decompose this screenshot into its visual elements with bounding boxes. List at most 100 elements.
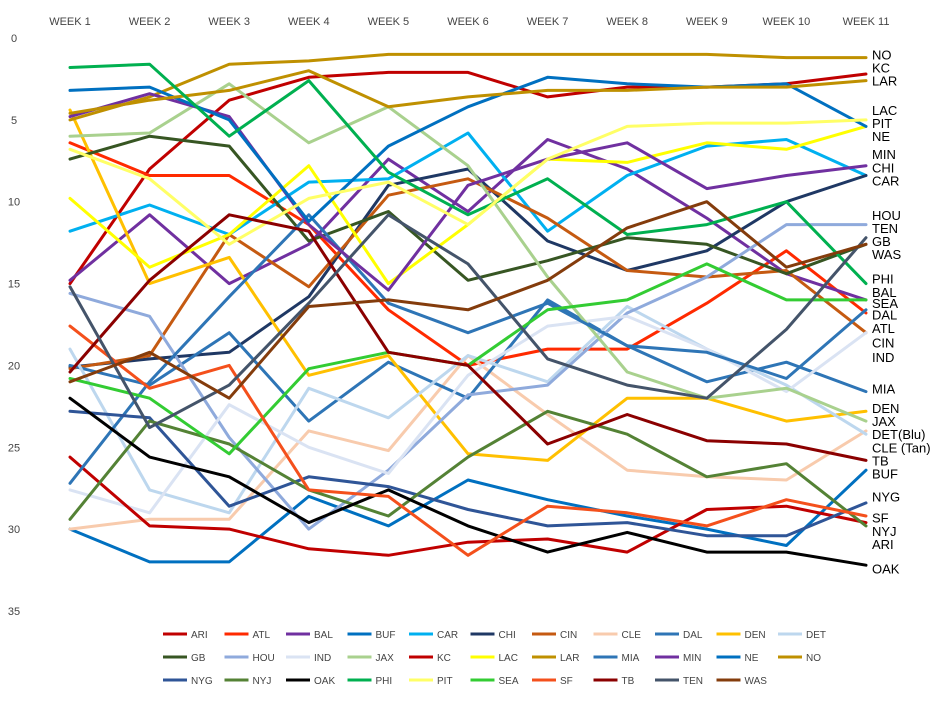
legend-item: SEA (470, 676, 519, 687)
y-tick-label: 10 (8, 197, 20, 209)
series-line-oak (68, 396, 868, 567)
series-line-gb (68, 134, 868, 282)
x-tick-label: WEEK 5 (368, 16, 410, 28)
y-tick-label: 25 (8, 442, 20, 454)
end-label: DET(Blu) (872, 427, 925, 442)
x-tick-label: WEEK 10 (763, 16, 811, 28)
x-tick-label: WEEK 3 (208, 16, 250, 28)
legend-label: CLE (622, 630, 642, 641)
legend-label: TEN (683, 676, 703, 687)
series-line-mia (68, 213, 868, 485)
legend-item: WAS (716, 676, 768, 687)
x-tick-label: WEEK 7 (527, 16, 569, 28)
series-line-dal (68, 298, 868, 423)
legend-label: DAL (683, 630, 703, 641)
series-line-phi (68, 62, 868, 286)
x-tick-label: WEEK 6 (447, 16, 489, 28)
series-line-ten (68, 213, 868, 430)
y-tick-label: 0 (11, 33, 17, 45)
legend-item: BUF (347, 630, 396, 641)
legend-label: OAK (314, 676, 335, 687)
end-label: MIN (872, 147, 896, 162)
series-line-was (68, 200, 868, 400)
legend-label: NYG (191, 676, 213, 687)
y-tick-label: 5 (11, 115, 17, 127)
end-label: LAC (872, 103, 897, 118)
legend-label: MIN (683, 653, 701, 664)
end-label: CLE (Tan) (872, 440, 931, 455)
legend-label: GB (191, 653, 206, 664)
legend-item: JAX (347, 653, 395, 664)
end-label: SEA (872, 296, 898, 311)
legend-label: PHI (376, 676, 393, 687)
series-line-sf (68, 324, 868, 557)
end-label: OAK (872, 561, 900, 576)
series-lines (68, 52, 868, 567)
legend-label: JAX (376, 653, 395, 664)
series-line-bal (68, 138, 868, 302)
end-label: NYJ (872, 524, 897, 539)
end-label: BUF (872, 466, 898, 481)
legend-label: TB (622, 676, 635, 687)
legend: ARI ATL BAL BUF CAR CHI CIN CLE DAL DEN DET GB HOU IN… (163, 630, 826, 687)
legend-label: NYJ (253, 676, 272, 687)
series-line-lar (68, 52, 868, 122)
y-axis-ticks: 0 5 10 15 20 25 30 35 (8, 33, 20, 618)
x-tick-label: WEEK 8 (606, 16, 648, 28)
legend-label: NE (745, 653, 759, 664)
end-label: WAS (872, 247, 901, 262)
legend-label: LAR (560, 653, 579, 664)
legend-item: CIN (532, 630, 577, 641)
end-label: BAL (872, 285, 897, 300)
legend-item: TEN (655, 676, 703, 687)
end-label: KC (872, 60, 890, 75)
series-line-buf (68, 468, 868, 564)
legend-label: IND (314, 653, 331, 664)
series-line-tb (68, 213, 868, 462)
legend-item: CHI (470, 630, 516, 641)
legend-item: KC (409, 653, 451, 664)
legend-item: NYJ (224, 676, 272, 687)
legend-item: TB (593, 676, 635, 687)
legend-label: CAR (437, 630, 458, 641)
legend-label: LAC (499, 653, 518, 664)
end-label: PHI (872, 272, 894, 287)
legend-item: ATL (224, 630, 271, 641)
legend-item: DET (778, 630, 826, 641)
y-tick-label: 20 (8, 360, 20, 372)
x-tick-label: WEEK 9 (686, 16, 728, 28)
legend-label: SF (560, 676, 573, 687)
end-label: SF (872, 511, 889, 526)
legend-label: KC (437, 653, 451, 664)
legend-label: BAL (314, 630, 333, 641)
legend-item: HOU (224, 653, 275, 664)
end-label: NO (872, 47, 892, 62)
legend-item: MIA (593, 653, 640, 664)
legend-item: ARI (163, 630, 208, 641)
series-line-jax (68, 82, 868, 423)
legend-label: DET (806, 630, 826, 641)
legend-label: PIT (437, 676, 453, 687)
end-label: IND (872, 350, 894, 365)
x-tick-label: WEEK 1 (49, 16, 91, 28)
legend-item: NE (716, 653, 759, 664)
legend-label: DEN (745, 630, 766, 641)
end-label: TB (872, 453, 889, 468)
end-label: DAL (872, 308, 897, 323)
end-label: CHI (872, 160, 894, 175)
legend-label: HOU (253, 653, 275, 664)
legend-item: CAR (409, 630, 458, 641)
end-label: PIT (872, 116, 892, 131)
end-label: JAX (872, 414, 896, 429)
series-line-den (68, 108, 868, 462)
legend-label: WAS (745, 676, 768, 687)
legend-label: SEA (499, 676, 519, 687)
legend-item: SF (532, 676, 573, 687)
end-label: TEN (872, 221, 898, 236)
end-label: NE (872, 129, 890, 144)
end-label: CAR (872, 173, 899, 188)
legend-item: MIN (655, 653, 701, 664)
end-label: DEN (872, 401, 899, 416)
